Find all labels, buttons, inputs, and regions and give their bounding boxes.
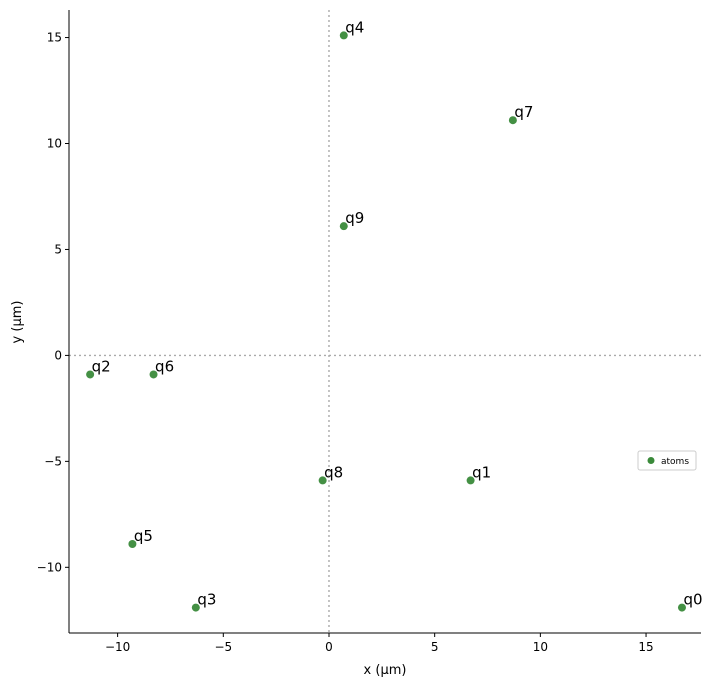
legend-box — [637, 450, 697, 471]
y-tick-label: 10 — [47, 137, 62, 151]
point-label-q1: q1 — [472, 463, 491, 481]
point-label-q8: q8 — [324, 463, 343, 481]
point-label-q9: q9 — [345, 209, 364, 227]
axes — [68, 10, 701, 634]
point-label-q2: q2 — [92, 357, 111, 375]
y-tick-label: −10 — [37, 560, 62, 574]
legend: atoms — [637, 450, 697, 471]
point-label-q6: q6 — [155, 357, 174, 375]
data-point-q9 — [339, 222, 348, 231]
data-point-q4 — [339, 31, 348, 40]
y-axis-label: y (µm) — [10, 301, 25, 344]
y-tick-label: 15 — [47, 31, 62, 45]
data-points — [86, 31, 686, 612]
data-point-q7 — [508, 116, 517, 125]
x-tick-label: −5 — [214, 640, 232, 654]
data-point-q5 — [128, 540, 137, 548]
point-label-q4: q4 — [345, 18, 364, 36]
data-point-q0 — [677, 603, 686, 612]
data-point-q8 — [318, 476, 327, 485]
data-point-q6 — [149, 370, 158, 379]
data-point-q2 — [86, 370, 95, 379]
x-tick-label: 5 — [431, 640, 439, 654]
x-axis-label: x (µm) — [364, 663, 407, 678]
reference-lines — [69, 10, 701, 633]
y-tick-label: −5 — [44, 454, 62, 468]
x-ticks: −10 −5 0 5 10 15 — [105, 633, 654, 654]
point-label-q0: q0 — [683, 591, 702, 609]
y-ticks: −10 −5 0 5 10 15 — [37, 31, 69, 574]
point-label-q3: q3 — [197, 591, 216, 609]
legend-marker — [647, 457, 655, 464]
y-tick-label: 5 — [54, 242, 62, 256]
data-point-q1 — [466, 476, 475, 485]
point-label-q7: q7 — [514, 103, 533, 121]
point-label-q5: q5 — [134, 527, 153, 545]
y-tick-label: 0 — [54, 348, 62, 362]
point-labels: q0 q1 q2 q3 q4 q5 q6 q7 q8 q9 — [92, 18, 703, 608]
x-tick-label: 15 — [638, 640, 653, 654]
x-tick-label: 10 — [533, 640, 548, 654]
x-tick-label: −10 — [105, 640, 130, 654]
data-point-q3 — [191, 603, 200, 612]
legend-label: atoms — [661, 457, 689, 467]
x-tick-label: 0 — [325, 640, 333, 654]
